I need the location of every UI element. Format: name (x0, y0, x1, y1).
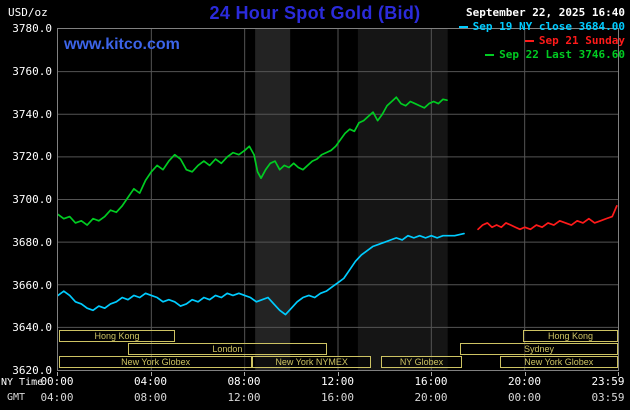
y-tick-label: 3640.0 (12, 321, 52, 335)
x-tick-label-ny: 20:00 (507, 375, 542, 388)
session-box-new-york-globex: New York Globex (499, 356, 618, 368)
legend-entries: Sep 19 NY close 3684.00 Sep 21 Sunday Sep … (458, 20, 625, 62)
x-tick-label-ny: 04:00 (133, 375, 168, 388)
x-tick-mark (244, 372, 245, 376)
x-tick-label-gmt: 08:00 (133, 391, 168, 404)
y-tick-label: 3620.0 (12, 364, 52, 377)
x-tick-label-gmt: 12:00 (227, 391, 261, 404)
session-box-ny-globex: NY Globex (380, 356, 463, 368)
x-tick-mark (150, 372, 152, 376)
y-axis-unit-label: USD/oz (8, 6, 48, 19)
y-tick-label: 3780.0 (12, 22, 52, 35)
legend-item: Sep 19 NY close 3684.00 (458, 20, 625, 34)
ny-time-axis-caption: NY Time (1, 377, 44, 388)
session-box-new-york-globex: New York Globex (59, 356, 252, 368)
x-tick-mark (57, 372, 58, 376)
kitco-website-link[interactable]: www.kitco.com (64, 36, 180, 53)
y-tick-label: 3680.0 (12, 235, 52, 249)
y-tick-label: 3700.0 (12, 193, 52, 206)
legend-item: Sep 21 Sunday (459, 34, 625, 48)
legend-line-marker (458, 26, 468, 28)
session-box-hong-kong: Hong Kong (59, 330, 175, 342)
legend-label: Sep 22 Last 3746.60 (499, 48, 625, 61)
x-tick-mark (617, 372, 619, 376)
datetime-label: September 22, 2025 16:40 (466, 6, 625, 19)
x-tick-label-ny: 00:00 (40, 375, 74, 388)
x-tick-label-gmt: 20:00 (414, 391, 448, 404)
legend-line-marker (524, 40, 534, 42)
x-tick-label-ny: 23:59 (591, 375, 625, 388)
session-box-hong-kong: Hong Kong (523, 330, 618, 342)
legend-line-marker (485, 54, 495, 56)
chart-title: 24 Hour Spot Gold (Bid) (209, 3, 421, 23)
x-tick-mark (431, 372, 432, 376)
y-tick-label: 3760.0 (12, 64, 52, 78)
legend-item: Sep 22 Last 3746.60 (459, 48, 625, 62)
legend: September 22, 2025 16:40 Sep 19 NY close… (458, 6, 625, 62)
legend-label: Sep 19 NY close 3684.00 (472, 20, 625, 33)
y-tick-label: 3660.0 (12, 278, 52, 292)
x-tick-mark (337, 372, 339, 376)
x-tick-label-gmt: 04:00 (40, 391, 74, 404)
x-tick-label-gmt: 03:59 (591, 391, 625, 404)
price-chart-canvas (58, 29, 618, 370)
price-line-sep22 (58, 96, 448, 226)
price-line-sep21 (477, 205, 618, 231)
x-tick-mark (524, 372, 526, 376)
session-box-new-york-nymex: New York NYMEX (252, 356, 372, 368)
x-tick-label-gmt: 16:00 (320, 391, 355, 404)
plot-area: Hong Kong Hong Kong London Sydney New York G… (57, 28, 619, 371)
legend-label: Sep 21 Sunday (538, 34, 625, 47)
gmt-axis-caption: GMT (7, 392, 26, 403)
session-box-london: London (128, 343, 327, 355)
x-tick-label-ny: 16:00 (414, 375, 448, 388)
y-tick-label: 3740.0 (12, 107, 52, 121)
x-tick-label-gmt: 00:00 (507, 391, 542, 404)
session-box-sydney: Sydney (460, 343, 618, 355)
price-line-sep19 (58, 232, 465, 316)
x-tick-label-ny: 12:00 (320, 375, 355, 388)
y-tick-label: 3720.0 (12, 150, 52, 164)
x-tick-label-ny: 08:00 (227, 375, 261, 388)
